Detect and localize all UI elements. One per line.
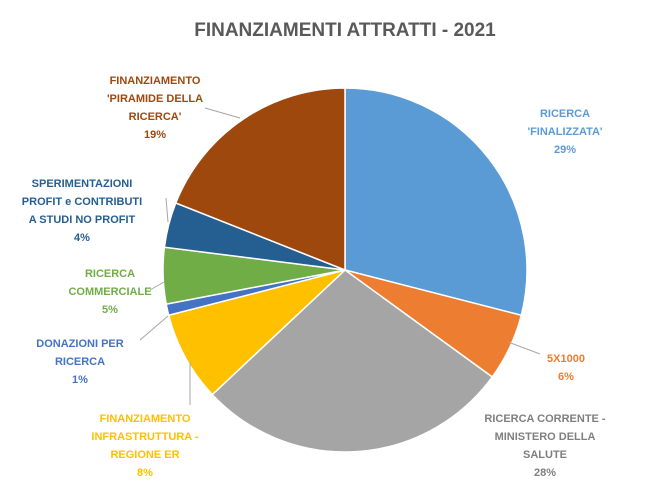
data-label: FINANZIAMENTO 'PIRAMIDE DELLA RICERCA' 19… bbox=[65, 72, 245, 144]
label-value: 1% bbox=[72, 374, 88, 386]
label-name: RICERCA CORRENTE - MINISTERO DELLA SALUT… bbox=[484, 413, 606, 461]
label-name: FINANZIAMENTO 'PIRAMIDE DELLA RICERCA' bbox=[106, 75, 204, 123]
pie-slice bbox=[344, 87, 528, 317]
data-label: 5X1000 6% bbox=[476, 350, 656, 386]
label-name: 5X1000 bbox=[547, 353, 585, 365]
leader-line bbox=[149, 281, 165, 291]
pie-slice bbox=[167, 269, 346, 396]
data-label: RICERCA COMMERCIALE 5% bbox=[20, 265, 200, 319]
label-name: RICERCA 'FINALIZZATA' bbox=[527, 108, 603, 138]
label-name: DONAZIONI PER RICERCA bbox=[36, 338, 124, 368]
label-name: FINANZIAMENTO INFRASTRUTTURA - REGIONE E… bbox=[91, 413, 199, 461]
pie-slice bbox=[174, 87, 346, 272]
data-label: SPERIMENTAZIONI PROFIT e CONTRIBUTI A ST… bbox=[0, 175, 172, 247]
chart-title: FINANZIAMENTI ATTRATTI - 2021 bbox=[194, 20, 496, 41]
data-label: FINANZIAMENTO INFRASTRUTTURA - REGIONE E… bbox=[55, 410, 235, 482]
label-name: RICERCA COMMERCIALE bbox=[68, 268, 152, 298]
data-label: RICERCA CORRENTE - MINISTERO DELLA SALUT… bbox=[455, 410, 635, 482]
label-value: 28% bbox=[533, 467, 557, 479]
label-value: 19% bbox=[143, 129, 167, 141]
leader-line bbox=[204, 107, 241, 119]
leader-line bbox=[165, 197, 169, 223]
data-label: RICERCA 'FINALIZZATA' 29% bbox=[475, 105, 655, 159]
label-value: 29% bbox=[553, 144, 577, 156]
label-value: 6% bbox=[558, 371, 574, 383]
leader-line bbox=[139, 315, 169, 341]
label-value: 8% bbox=[137, 467, 153, 479]
label-value: 5% bbox=[102, 304, 118, 316]
label-value: 4% bbox=[74, 232, 90, 244]
label-name: SPERIMENTAZIONI PROFIT e CONTRIBUTI A ST… bbox=[21, 178, 143, 226]
leader-line bbox=[507, 341, 541, 355]
data-label: DONAZIONI PER RICERCA 1% bbox=[0, 335, 170, 389]
pie-slice bbox=[211, 269, 494, 453]
